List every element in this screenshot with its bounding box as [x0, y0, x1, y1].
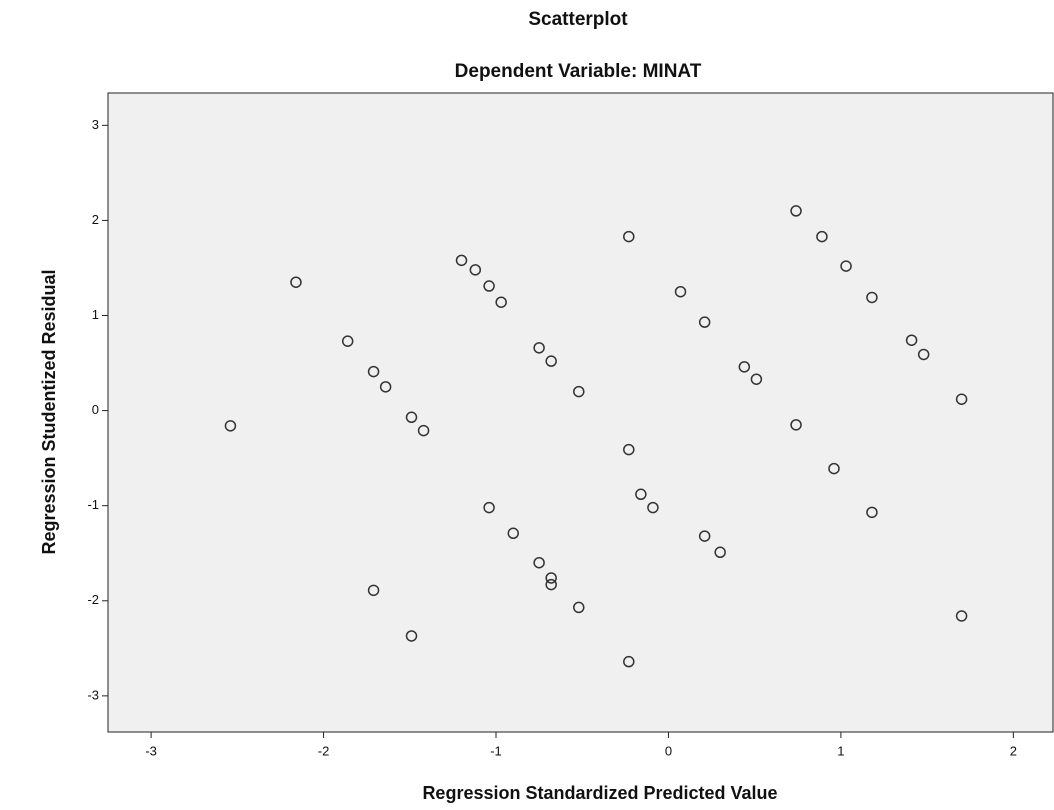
point — [507, 527, 519, 540]
y-tick-label: -2 — [87, 592, 99, 607]
x-tick-label: -3 — [145, 743, 157, 758]
point — [917, 348, 930, 361]
point — [367, 584, 380, 597]
point — [790, 205, 802, 217]
point — [533, 342, 545, 354]
point — [674, 285, 687, 298]
point — [738, 361, 751, 373]
point — [573, 601, 585, 614]
x-tick-label: -2 — [318, 743, 330, 758]
point — [905, 334, 918, 346]
y-tick-label: 0 — [92, 402, 99, 417]
point — [224, 420, 237, 432]
point — [290, 276, 302, 288]
y-tick-label: 3 — [92, 117, 99, 132]
point — [698, 316, 711, 328]
plot-area — [107, 92, 1054, 733]
point — [573, 385, 585, 398]
point — [341, 335, 354, 347]
x-tick-label: 2 — [1010, 743, 1017, 758]
point — [750, 373, 763, 385]
point — [495, 296, 507, 308]
point — [405, 630, 418, 642]
point — [828, 462, 840, 475]
chart-title: Scatterplot — [528, 9, 628, 30]
point — [840, 260, 852, 272]
point — [545, 572, 557, 584]
point — [647, 501, 659, 514]
point — [816, 230, 828, 243]
point — [698, 530, 711, 542]
point — [955, 393, 968, 405]
x-axis-label: Regression Standardized Predicted Value — [422, 783, 777, 803]
point — [367, 365, 380, 378]
point — [623, 230, 635, 243]
point — [469, 264, 482, 276]
point — [533, 556, 545, 569]
point — [405, 411, 418, 424]
x-tick-label: 0 — [665, 743, 672, 758]
point — [417, 424, 430, 437]
point — [483, 280, 495, 292]
point — [714, 546, 726, 559]
point — [545, 355, 557, 367]
y-tick-label: -3 — [87, 687, 99, 702]
point — [623, 443, 635, 456]
point — [379, 381, 392, 393]
point — [483, 501, 495, 514]
x-tick-label: 1 — [837, 743, 844, 758]
y-axis-label: Regression Studentized Residual — [39, 269, 59, 554]
point — [455, 254, 468, 267]
y-tick-label: 1 — [92, 307, 99, 322]
point — [623, 655, 635, 668]
y-tick-label: -1 — [87, 497, 99, 512]
y-tick-label: 2 — [92, 212, 99, 227]
point — [545, 578, 557, 591]
point — [955, 610, 968, 622]
point — [866, 291, 878, 304]
point — [866, 506, 878, 519]
point — [635, 488, 647, 501]
point — [790, 419, 802, 431]
x-tick-label: -1 — [490, 743, 502, 758]
chart-subtitle: Dependent Variable: MINAT — [455, 61, 702, 82]
